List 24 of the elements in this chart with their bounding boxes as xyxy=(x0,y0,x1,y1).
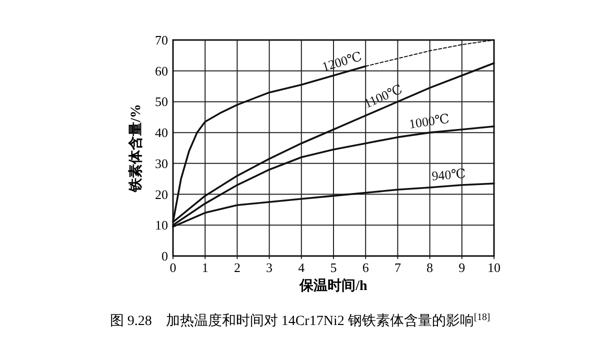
x-tick-label: 3 xyxy=(266,260,273,275)
text: 1200℃ xyxy=(320,48,364,74)
x-tick-label: 9 xyxy=(458,260,466,275)
x-axis-title: 保温时间/h xyxy=(298,278,368,294)
x-tick-label: 2 xyxy=(234,260,240,275)
y-axis-title: 铁素体含量/% xyxy=(128,104,144,193)
y-tick-label: 10 xyxy=(155,218,168,233)
y-tick-label: 60 xyxy=(155,63,168,78)
x-tick-label: 6 xyxy=(362,260,370,275)
x-tick-label: 8 xyxy=(426,260,434,275)
x-tick-label: 1 xyxy=(202,260,208,275)
x-tick-label: 5 xyxy=(330,260,337,275)
y-tick-label: 50 xyxy=(155,94,168,110)
y-tick-label: 30 xyxy=(155,156,168,171)
y-tick-label: 20 xyxy=(155,186,168,202)
y-tick-label: 40 xyxy=(155,125,168,140)
y-tick-label: 0 xyxy=(162,248,168,264)
x-tick-label: 7 xyxy=(394,260,402,275)
x-tick-label: 10 xyxy=(488,260,500,275)
text: 1000℃ xyxy=(408,110,450,132)
x-tick-label: 4 xyxy=(298,260,306,275)
text: 图 9.28 加热温度和时间对 14Cr17Ni2 钢铁素体含量的影响$^{[18]}$ xyxy=(110,312,490,329)
series-label: 940℃ xyxy=(431,166,466,184)
y-tick-label: 70 xyxy=(155,32,168,48)
